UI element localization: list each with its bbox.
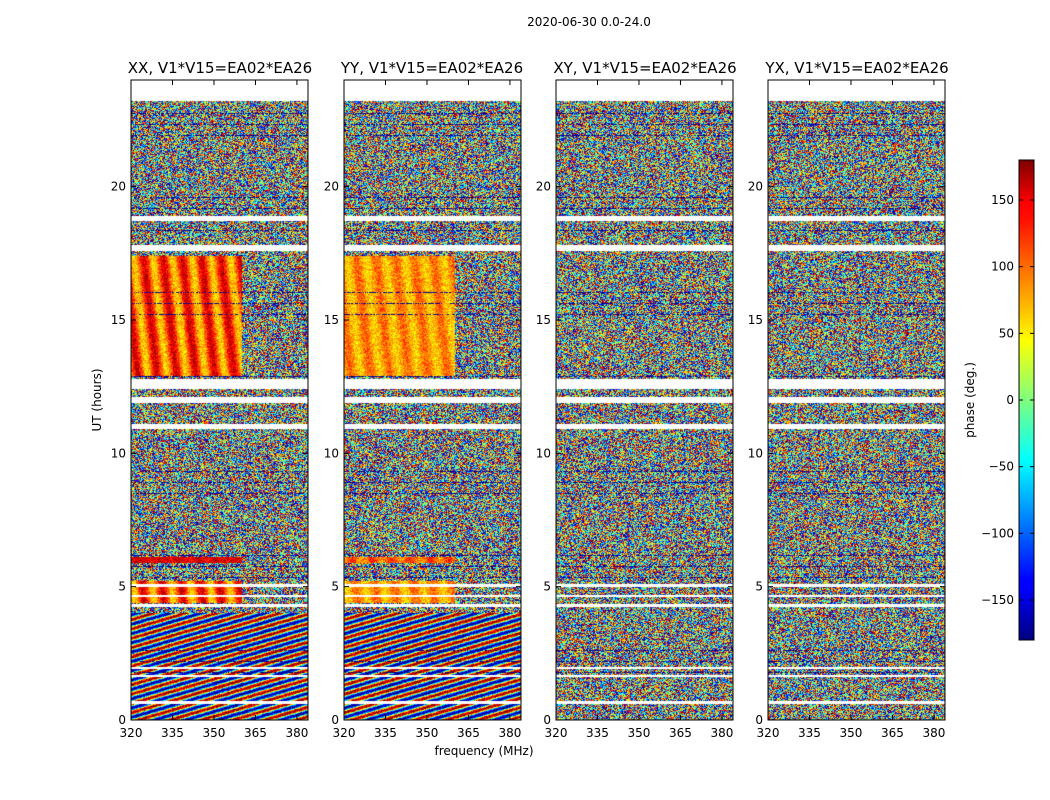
panel-title: YX, V1*V15=EA02*EA26 [764, 59, 948, 77]
y-tick-label: 15 [324, 313, 339, 327]
y-tick-label: 20 [324, 180, 339, 194]
colorbar-label: phase (deg.) [963, 362, 977, 438]
y-tick-label: 15 [111, 313, 126, 327]
y-tick-label: 0 [331, 713, 339, 727]
phase-heatmap [131, 80, 308, 720]
colorbar-tick-label: 0 [1006, 393, 1014, 407]
plot-frame [767, 79, 946, 721]
colorbar-tick-label: 50 [999, 326, 1014, 340]
y-tick-label: 0 [755, 713, 763, 727]
y-tick-label: 10 [111, 446, 126, 460]
panel-title: XY, V1*V15=EA02*EA26 [553, 59, 736, 77]
y-tick-label: 0 [543, 713, 551, 727]
panel-yx: YX, V1*V15=EA02*EA26 320 335 350 365 380 0 5 10… [748, 59, 949, 740]
x-tick-label: 320 [545, 726, 568, 740]
y-tick-label: 20 [111, 180, 126, 194]
y-tick-label: 5 [118, 580, 126, 594]
x-tick-label: 365 [244, 726, 267, 740]
y-tick-label: 0 [118, 713, 126, 727]
x-tick-label: 335 [586, 726, 609, 740]
plot-frame [555, 79, 734, 721]
x-tick-label: 365 [881, 726, 904, 740]
x-tick-label: 335 [374, 726, 397, 740]
colorbar: phase (deg.) 150 100 50 0 −50 −100 −150 [963, 159, 1035, 641]
x-tick-label: 380 [285, 726, 308, 740]
plot-frame [130, 79, 309, 721]
x-tick-label: 350 [628, 726, 651, 740]
x-tick-label: 335 [161, 726, 184, 740]
x-tick-label: 320 [333, 726, 356, 740]
y-tick-label: 20 [748, 180, 763, 194]
panel-title: YY, V1*V15=EA02*EA26 [340, 59, 523, 77]
plot-frame [343, 79, 522, 721]
x-tick-label: 365 [669, 726, 692, 740]
y-tick-label: 10 [536, 446, 551, 460]
x-tick-label: 320 [120, 726, 143, 740]
x-tick-label: 380 [922, 726, 945, 740]
colorbar-tick-label: 150 [991, 193, 1014, 207]
y-tick-label: 20 [536, 180, 551, 194]
y-tick-label: 10 [748, 446, 763, 460]
colorbar-tick-label: −100 [981, 526, 1014, 540]
y-tick-label: 15 [748, 313, 763, 327]
panel-xx: XX, V1*V15=EA02*EA26 320 335 350 365 380 0 5 10… [111, 59, 313, 740]
phase-heatmap [556, 80, 733, 720]
x-tick-label: 335 [798, 726, 821, 740]
y-tick-label: 15 [536, 313, 551, 327]
y-tick-label: 10 [324, 446, 339, 460]
panel-yy: YY, V1*V15=EA02*EA26 320 335 350 365 380 0 5 10… [324, 59, 523, 740]
colorbar-tick-label: 100 [991, 260, 1014, 274]
colorbar-tick-label: −50 [989, 460, 1014, 474]
phase-heatmap [344, 80, 521, 720]
x-tick-label: 350 [416, 726, 439, 740]
panel-xy: XY, V1*V15=EA02*EA26 320 335 350 365 380 0 5 10… [536, 59, 737, 740]
x-tick-label: 365 [457, 726, 480, 740]
phase-heatmap [768, 80, 945, 720]
colorbar-tick-label: −150 [981, 593, 1014, 607]
y-axis-label: UT (hours) [90, 368, 104, 431]
y-tick-label: 5 [755, 580, 763, 594]
y-tick-label: 5 [331, 580, 339, 594]
x-tick-label: 320 [757, 726, 780, 740]
x-tick-label: 350 [840, 726, 863, 740]
figure-title: 2020-06-30 0.0-24.0 [527, 15, 651, 29]
x-tick-label: 380 [498, 726, 521, 740]
x-tick-label: 350 [203, 726, 226, 740]
y-tick-label: 5 [543, 580, 551, 594]
x-axis-label: frequency (MHz) [434, 744, 533, 758]
panel-title: XX, V1*V15=EA02*EA26 [128, 59, 312, 77]
x-tick-label: 380 [710, 726, 733, 740]
